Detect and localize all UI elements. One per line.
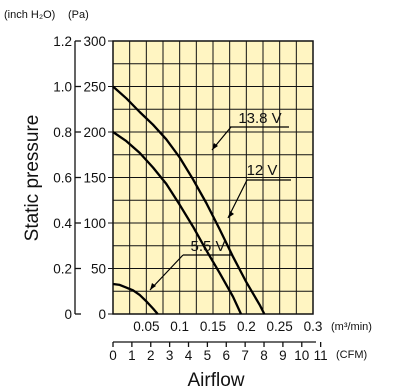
x-tick-label-cfm: 2 xyxy=(147,348,155,363)
x-tick-label-cfm: 8 xyxy=(260,348,268,363)
y-tick-label-pa: 100 xyxy=(83,216,106,231)
x-tick-label-cfm: 6 xyxy=(223,348,231,363)
x-tick-label-cfm: 1 xyxy=(128,348,136,363)
y-tick-label-inch: 1.0 xyxy=(53,80,72,95)
x-tick-label-cfm: 9 xyxy=(279,348,287,363)
series-line xyxy=(112,131,243,315)
y-tick-label-inch: 0.8 xyxy=(53,125,72,140)
y-tick-label-inch: 1.2 xyxy=(53,34,72,49)
x-tick-label-m3min: 0.2 xyxy=(237,319,256,334)
series-leader-arrow xyxy=(228,211,234,218)
y-tick-label-pa: 150 xyxy=(83,171,106,186)
x-unit-m3min-label: (m³/min) xyxy=(331,321,372,333)
y-tick-label-inch: 0.4 xyxy=(53,216,72,231)
grid xyxy=(113,41,313,314)
x-unit-cfm-label: (CFM) xyxy=(336,349,367,361)
y-tick-label-inch: 0.2 xyxy=(53,262,72,277)
tick-labels: 05010015020025030000.20.40.60.81.01.20.0… xyxy=(53,34,327,363)
y-tick-label-inch: 0 xyxy=(64,307,72,322)
x-tick-label-m3min: 0.3 xyxy=(304,319,323,334)
y-tick-label-pa: 200 xyxy=(83,125,106,140)
y-tick-label-pa: 300 xyxy=(83,34,106,49)
y-unit-pa-label: (Pa) xyxy=(68,9,89,21)
series-label: 12 V xyxy=(247,162,278,179)
x-tick-label-m3min: 0.05 xyxy=(133,319,159,334)
x-tick-label-cfm: 5 xyxy=(204,348,212,363)
x-tick-label-m3min: 0.15 xyxy=(200,319,226,334)
series-line xyxy=(112,85,266,315)
y-tick-label-pa: 250 xyxy=(83,80,106,95)
series-leader-line xyxy=(149,254,184,291)
series-line xyxy=(112,282,159,315)
x-tick-label-cfm: 10 xyxy=(294,348,309,363)
x-tick-label-cfm: 4 xyxy=(185,348,193,363)
x-axis-title: Airflow xyxy=(187,370,244,391)
y-tick-label-pa: 50 xyxy=(91,262,106,277)
x-tick-label-cfm: 7 xyxy=(241,348,249,363)
series-leader-arrow xyxy=(212,143,218,150)
series-leader-arrow xyxy=(150,283,156,290)
y-tick-label-inch: 0.6 xyxy=(53,171,72,186)
axes xyxy=(74,40,322,347)
x-tick-label-cfm: 3 xyxy=(166,348,174,363)
x-tick-label-cfm: 11 xyxy=(314,348,328,363)
series-label: 5.5 V xyxy=(190,238,225,255)
y-unit-inch-label: (inch H₂O) xyxy=(4,9,55,21)
x-tick-label-m3min: 0.25 xyxy=(267,319,293,334)
series-label: 13.8 V xyxy=(238,110,281,127)
y-tick-label-pa: 0 xyxy=(98,307,106,322)
y-axis-title: Static pressure xyxy=(22,115,43,242)
x-tick-label-cfm: 0 xyxy=(109,348,117,363)
x-tick-label-m3min: 0.1 xyxy=(170,319,189,334)
series-leader-line xyxy=(227,179,248,219)
series-curves: 13.8 V 12 V 5.5 V xyxy=(112,85,291,315)
